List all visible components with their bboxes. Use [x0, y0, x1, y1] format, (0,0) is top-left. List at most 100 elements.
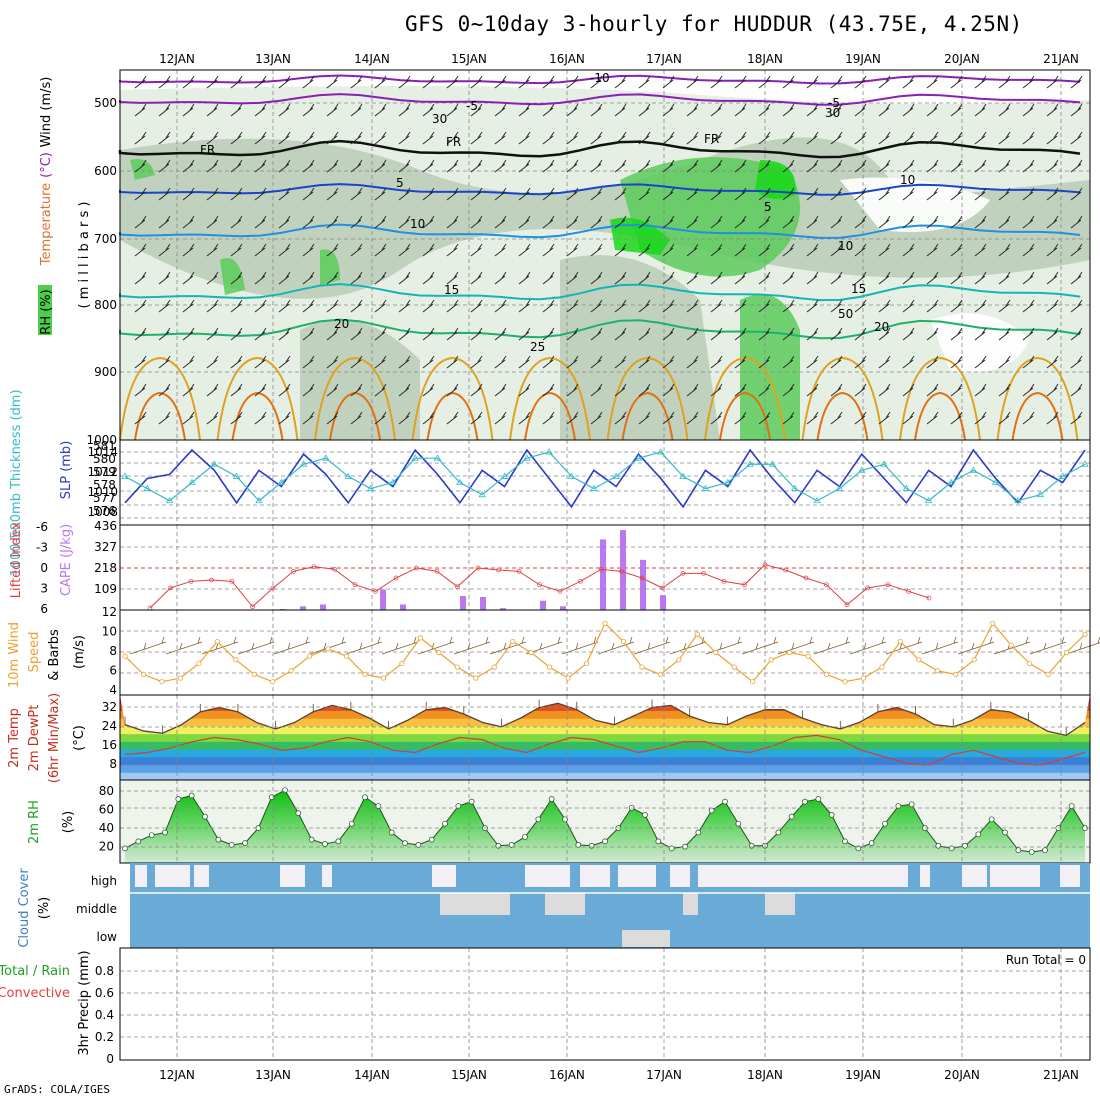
wind-barb [254, 271, 267, 285]
wind-barb [590, 383, 603, 397]
li-marker [557, 588, 563, 594]
wind-barb [926, 159, 939, 173]
wind-barb [806, 103, 819, 117]
wind-barb [566, 103, 579, 117]
li-marker [352, 582, 358, 588]
wind-barb [206, 299, 219, 313]
temp-contour-30 [1011, 391, 1064, 441]
temp-contour-30 [621, 391, 674, 441]
cape-bar [500, 608, 506, 610]
wind-barb [518, 243, 531, 257]
wind-barb [686, 243, 699, 257]
wind-barb [374, 383, 387, 397]
wind-barb [830, 75, 843, 89]
wind-barb [446, 103, 459, 117]
contour-label: 15 [444, 283, 459, 297]
wind-barb [182, 299, 195, 313]
cloud-axis-label: Cloud Cover [17, 868, 32, 948]
rh-marker [1028, 849, 1035, 855]
wind-barb [854, 243, 867, 257]
wind-barb [998, 299, 1011, 313]
wind-barb [206, 159, 219, 173]
rh-marker [748, 842, 755, 849]
wind-barb [734, 131, 747, 145]
rh-tick-label: 40 [99, 821, 114, 835]
wind-barb [302, 243, 315, 257]
temp-unit-label: (°C) [72, 725, 87, 751]
high-cloud-gap [962, 865, 987, 887]
wind-barb [806, 355, 819, 369]
wind-barb [566, 327, 579, 341]
temp-color-band [120, 733, 1090, 742]
wind-barb [830, 383, 843, 397]
wind-barb [374, 215, 387, 229]
wind-barb [710, 299, 723, 313]
wind-barb-10m [453, 642, 473, 655]
wind-barb [686, 187, 699, 201]
cape-bar [480, 596, 486, 610]
wind-barb [134, 411, 147, 425]
rh-marker [815, 796, 822, 802]
wind-barb [302, 103, 315, 117]
wind-barb [782, 75, 795, 89]
wind-barb [758, 411, 771, 425]
wind-barb [1046, 131, 1059, 145]
wind-speed-marker [990, 620, 996, 626]
wind-barb [902, 103, 915, 117]
li-cape-panel: -6 -3 0 3 6 436 327 218 109 [36, 519, 1091, 616]
wind-barb [446, 75, 459, 89]
wind-barb [878, 355, 891, 369]
wind-barb [734, 243, 747, 257]
wind-barb [806, 75, 819, 89]
wind-barb [542, 383, 555, 397]
li-marker [762, 562, 768, 568]
high-cloud-gap [525, 865, 570, 887]
rh-tick-label: 60 [99, 803, 114, 817]
wind-barb [830, 159, 843, 173]
wind-barb [398, 131, 411, 145]
precip-panel: 0.8 0.6 0.4 0.2 0 Run Total = 0 [95, 947, 1091, 1066]
contour-label: FR [446, 135, 461, 149]
wind-barb [374, 103, 387, 117]
wind-speed-marker [510, 638, 516, 645]
rh-marker [1002, 829, 1008, 836]
wind-barb [638, 355, 651, 369]
wind-barb [158, 271, 171, 285]
wind-barb [230, 411, 243, 425]
wind-barb [710, 271, 723, 285]
wind-barb [542, 215, 555, 229]
wind-barb [998, 187, 1011, 201]
wind-barb [566, 355, 579, 369]
rh-marker [495, 842, 502, 849]
rh-marker [842, 838, 848, 845]
wind-barb [446, 215, 459, 229]
wind-tick-label: 12 [102, 605, 117, 619]
thickness-marker [590, 484, 598, 491]
thickness-marker [679, 472, 687, 479]
li-marker [229, 578, 235, 584]
wind-barb [590, 271, 603, 285]
wind-barb-10m [777, 642, 797, 655]
wind-speed-marker [270, 679, 276, 685]
wind-barb [782, 411, 795, 425]
wind-barb [758, 103, 771, 117]
wind-barb [566, 271, 579, 285]
wind-barb [398, 159, 411, 173]
thickness-marker [143, 484, 152, 491]
wind-speed-marker [657, 671, 663, 678]
li-marker [701, 570, 706, 576]
wind-speed-marker [436, 649, 442, 656]
wind-barb [638, 75, 651, 89]
contour-label: 10 [838, 239, 853, 253]
panel-frame [119, 947, 1091, 1061]
slp-tick-label: 1010 [87, 485, 118, 499]
contour-label: 20 [874, 320, 889, 334]
wind-barb [398, 75, 411, 89]
wind-barb [1046, 103, 1059, 117]
wind-barb [686, 215, 699, 229]
top-date-label: 16JAN [549, 52, 585, 66]
li-marker [209, 577, 214, 583]
wind-barb [134, 383, 147, 397]
wind-barb [902, 355, 915, 369]
wind-speed-marker [1063, 649, 1070, 656]
